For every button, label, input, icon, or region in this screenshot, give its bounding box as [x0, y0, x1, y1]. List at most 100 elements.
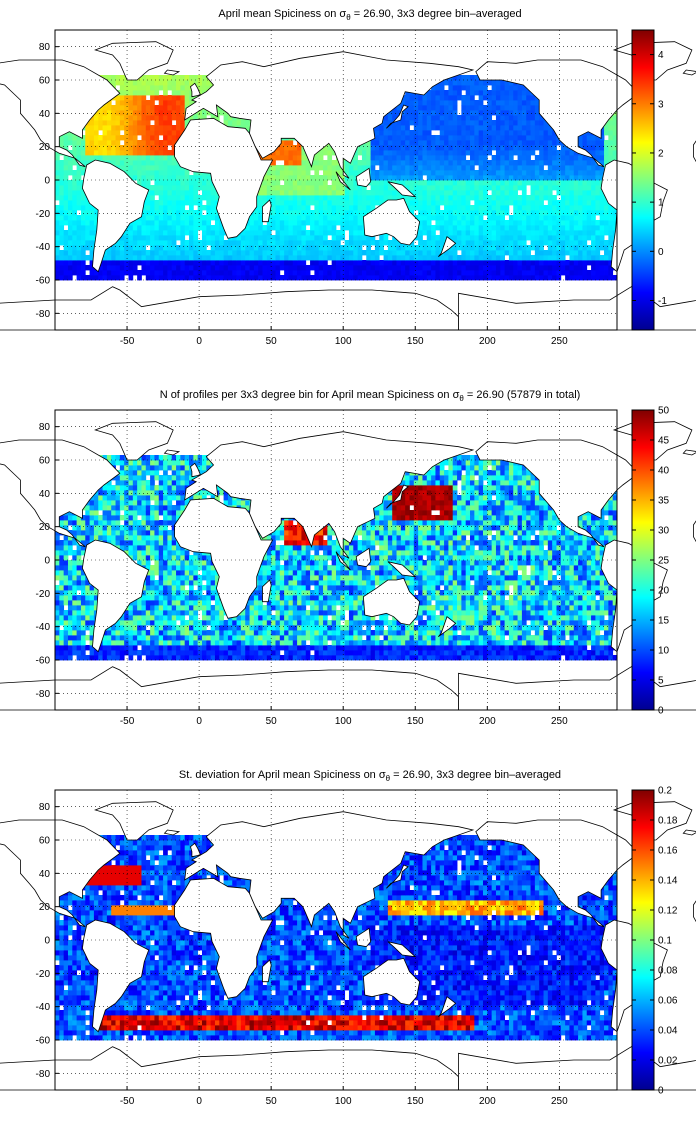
heat-cell [539, 145, 544, 151]
heat-cell [452, 140, 458, 146]
heat-cell [361, 235, 367, 241]
heat-cell [543, 175, 549, 181]
heat-cell [197, 215, 203, 221]
heat-cell [348, 175, 354, 181]
heat-cell [457, 215, 462, 221]
heat-cell [444, 195, 449, 201]
heat-cell [508, 180, 514, 186]
heat-cell [569, 155, 575, 161]
heat-cell [387, 245, 393, 251]
heat-cell [72, 150, 78, 156]
heat-cell [180, 195, 186, 201]
heat-cell [547, 200, 553, 206]
heat-cell [586, 225, 592, 231]
heat-cell [76, 165, 82, 171]
heat-cell [141, 130, 147, 136]
heat-cell [55, 250, 60, 256]
heat-cell [201, 255, 207, 261]
heat-cell [154, 145, 160, 151]
heat-cell [119, 260, 125, 266]
heat-cell [167, 210, 173, 216]
heat-cell [504, 100, 510, 106]
heat-cell [150, 140, 155, 146]
heat-cell [413, 140, 419, 146]
heat-cell [435, 260, 441, 266]
heat-cell [457, 275, 462, 281]
heat-cell [128, 105, 134, 111]
heat-cell [413, 110, 419, 116]
heat-cell [521, 135, 527, 141]
heat-cell [508, 190, 514, 196]
heat-cell [154, 120, 160, 126]
heat-cell [310, 260, 315, 266]
heat-cell [530, 195, 536, 201]
heat-cell [478, 150, 484, 156]
heat-cell [80, 205, 86, 211]
heat-cell [482, 240, 488, 246]
heat-cell [206, 80, 212, 86]
heat-cell [491, 130, 497, 136]
heat-cell [189, 235, 194, 241]
heat-cell [361, 260, 367, 266]
heat-cell [318, 165, 324, 171]
heat-cell [599, 195, 605, 201]
heat-cell [124, 230, 129, 236]
heat-cell [526, 195, 531, 201]
heat-cell [500, 175, 505, 181]
heat-cell [491, 195, 497, 201]
heat-cell [323, 210, 328, 216]
heat-cell [418, 140, 423, 146]
heat-cell [154, 170, 160, 176]
heat-cell [102, 155, 108, 161]
heat-cell [318, 150, 324, 156]
heat-cell [569, 180, 575, 186]
heat-cell [266, 260, 272, 266]
heat-cell [448, 135, 454, 141]
heat-cell [85, 225, 90, 231]
heat-cell [197, 185, 203, 191]
heat-cell [482, 165, 488, 171]
heat-cell [150, 100, 155, 106]
heat-cell [487, 175, 493, 181]
heat-cell [314, 215, 320, 221]
heat-cell [530, 170, 536, 176]
heat-cell [210, 260, 216, 266]
heat-cell [210, 205, 216, 211]
heat-cell [595, 180, 601, 186]
heat-cell [444, 250, 449, 256]
heat-cell [271, 240, 276, 246]
heat-cell [539, 170, 544, 176]
heat-cell [426, 140, 432, 146]
heat-cell [413, 155, 419, 161]
heat-cell [508, 255, 514, 261]
heat-cell [474, 160, 480, 166]
heat-cell [396, 170, 402, 176]
heat-cell [409, 185, 415, 191]
heat-cell [85, 200, 90, 206]
heat-cell [154, 200, 160, 206]
heat-cell [556, 235, 562, 241]
heat-cell [599, 210, 605, 216]
heat-cell [508, 160, 514, 166]
heat-cell [275, 200, 281, 206]
heat-cell [128, 155, 134, 161]
heat-cell [201, 85, 207, 91]
heat-cell [457, 255, 462, 261]
heat-cell [180, 225, 186, 231]
heat-cell [543, 195, 549, 201]
heat-cell [297, 205, 302, 211]
heat-cell [435, 160, 441, 166]
heat-cell [292, 220, 298, 226]
heat-cell [452, 100, 458, 106]
heat-cell [336, 185, 341, 191]
heat-cell [106, 145, 112, 151]
heat-cell [504, 270, 510, 276]
heat-cell [457, 180, 462, 186]
heat-cell [93, 150, 99, 156]
heat-cell [327, 200, 333, 206]
heat-cell [318, 180, 324, 186]
heat-cell [521, 155, 527, 161]
heat-cell [106, 110, 112, 116]
heat-cell [145, 250, 151, 256]
heat-cell [336, 195, 341, 201]
